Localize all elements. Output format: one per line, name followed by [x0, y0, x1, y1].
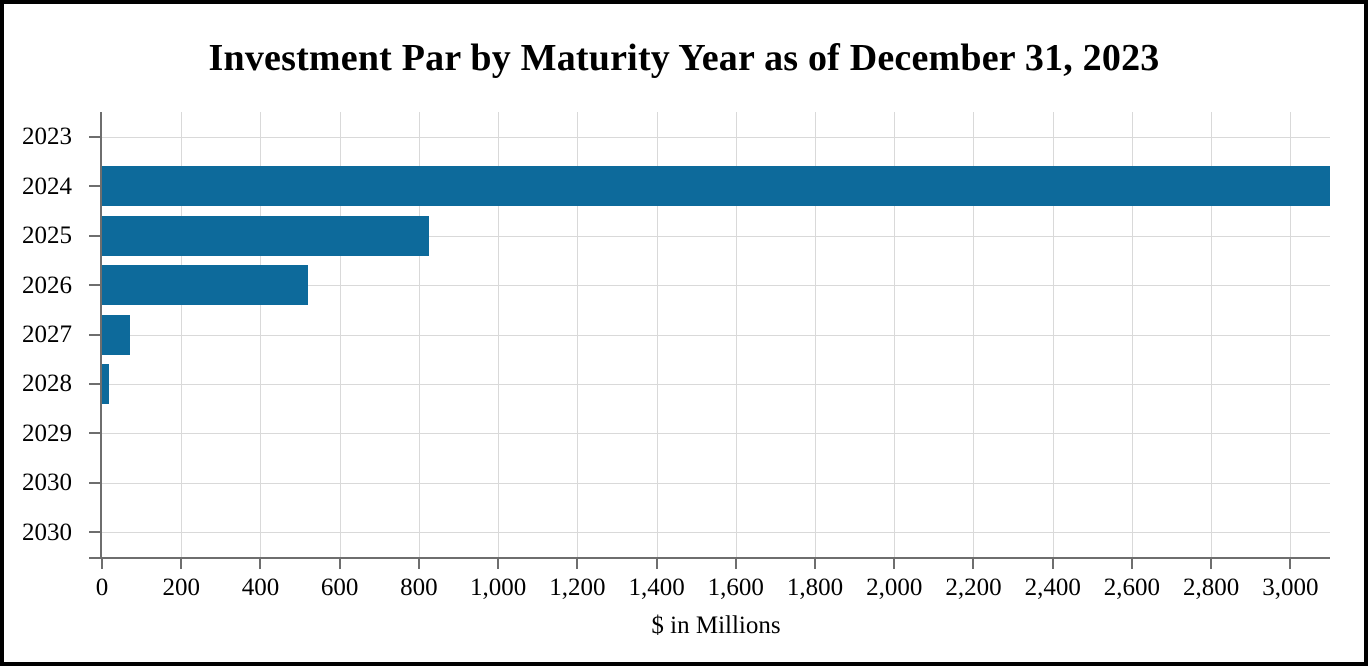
x-axis-tick: [338, 559, 341, 569]
x-tick-label-2,200: 2,200: [945, 574, 1002, 601]
x-tick-label-0: 0: [95, 574, 109, 601]
x-tick-label-1,200: 1,200: [549, 574, 606, 601]
y-tick-label-2030-7: 2030: [22, 469, 72, 497]
x-axis-tick: [576, 559, 579, 569]
y-tick-label-2025-2: 2025: [22, 222, 72, 250]
x-axis-tick: [972, 559, 975, 569]
x-axis-tick: [101, 559, 103, 569]
x-tick-label-800: 800: [400, 574, 438, 601]
bar-2027: [102, 314, 130, 355]
x-axis-tick: [1130, 559, 1133, 569]
y-axis-tick: [89, 284, 102, 287]
horizontal-gridline: [102, 482, 1330, 484]
x-axis-title: $ in Millions: [651, 612, 781, 639]
y-axis-tick: [89, 333, 102, 336]
y-axis-tick: [89, 432, 102, 435]
x-axis-tick: [734, 559, 737, 569]
x-tick-label-2,800: 2,800: [1183, 574, 1240, 601]
x-axis-tick: [259, 559, 262, 569]
x-axis-line: [89, 557, 1330, 559]
y-tick-label-2026-3: 2026: [22, 271, 72, 299]
horizontal-gridline: [102, 235, 1330, 237]
bar-2028: [102, 363, 110, 404]
plot-area: [102, 112, 1330, 557]
x-axis-tick: [655, 559, 658, 569]
y-tick-label-2027-4: 2027: [22, 321, 72, 348]
x-tick-label-1,000: 1,000: [470, 574, 527, 601]
x-axis-tick: [893, 559, 896, 569]
y-axis-tick: [89, 185, 102, 188]
y-axis-tick: [89, 531, 102, 534]
y-tick-label-2024-1: 2024: [22, 172, 72, 200]
horizontal-gridline: [102, 433, 1330, 435]
x-axis-tick: [497, 559, 500, 569]
bar-2024: [102, 166, 1330, 207]
x-tick-label-600: 600: [320, 574, 359, 601]
x-axis-tick: [1210, 559, 1213, 569]
y-tick-label-2028-5: 2028: [22, 370, 72, 398]
y-tick-label-2023-0: 2023: [22, 123, 72, 151]
x-tick-label-2,400: 2,400: [1024, 574, 1081, 601]
y-axis-tick: [89, 481, 102, 484]
y-axis-tick: [89, 234, 102, 237]
x-tick-label-200: 200: [162, 574, 200, 601]
x-axis-tick: [1289, 559, 1292, 569]
x-axis-tick: [417, 559, 420, 569]
x-axis-tick: [814, 559, 817, 569]
bar-2026: [102, 265, 308, 306]
horizontal-gridline: [102, 136, 1330, 138]
x-tick-label-1,400: 1,400: [628, 574, 685, 601]
x-axis-tick: [180, 559, 183, 569]
bar-2025: [102, 215, 429, 256]
horizontal-gridline: [102, 334, 1330, 336]
x-axis-tick: [1051, 559, 1054, 569]
y-tick-label-2030-8: 2030: [22, 518, 72, 546]
x-tick-label-1,600: 1,600: [707, 574, 764, 601]
y-axis-tick: [89, 382, 102, 385]
x-tick-label-1,800: 1,800: [786, 574, 844, 601]
x-tick-label-2,600: 2,600: [1103, 574, 1161, 601]
horizontal-gridline: [102, 383, 1330, 385]
x-tick-label-2,000: 2,000: [866, 574, 923, 601]
horizontal-gridline: [102, 532, 1330, 534]
x-tick-label-3,000: 3,000: [1262, 574, 1319, 601]
x-tick-label-400: 400: [241, 574, 280, 601]
y-axis-tick: [89, 135, 102, 138]
horizontal-gridline: [102, 285, 1330, 287]
y-tick-label-2029-6: 2029: [22, 419, 72, 447]
chart-title: Investment Par by Maturity Year as of De…: [208, 37, 1160, 79]
